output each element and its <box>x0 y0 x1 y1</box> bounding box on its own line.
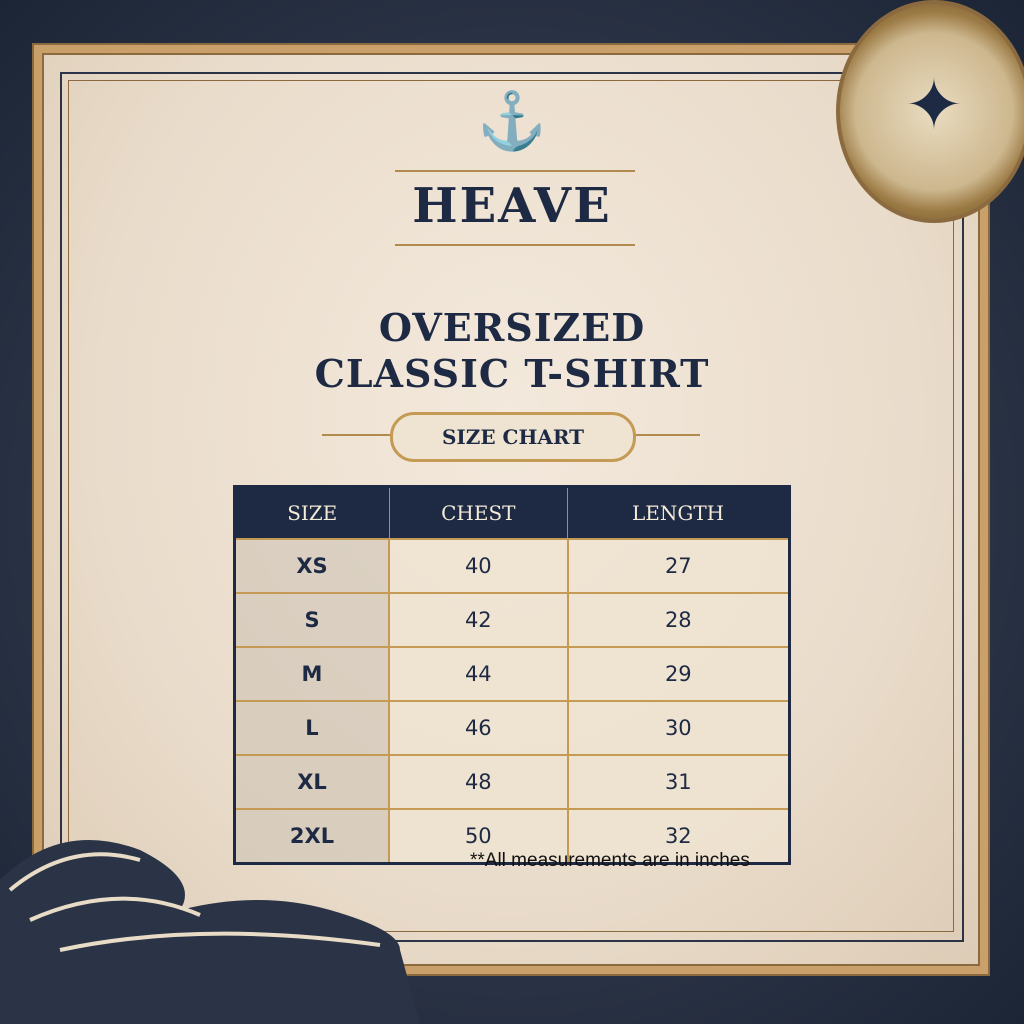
cell-length: 32 <box>566 808 791 865</box>
cell-size: XL <box>233 754 390 810</box>
divider <box>632 434 700 436</box>
header-chest: CHEST <box>388 486 569 540</box>
cell-length: 30 <box>566 700 791 756</box>
cell-length: 27 <box>566 538 791 594</box>
cell-chest: 40 <box>388 538 569 594</box>
cell-chest: 46 <box>388 700 569 756</box>
cell-size: M <box>233 646 390 702</box>
table-header-row: SIZE CHEST LENGTH <box>234 486 790 540</box>
table-row: 2XL 50 32 <box>233 808 791 865</box>
cell-chest: 42 <box>388 592 569 648</box>
table-row: M 44 29 <box>233 646 791 702</box>
size-table: SIZE CHEST LENGTH XS 40 27 S 42 28 M 44 29 L 46 30 X… <box>233 485 791 865</box>
brand-name: HEAVE <box>412 178 612 234</box>
cell-size: L <box>233 700 390 756</box>
header-length: LENGTH <box>567 486 790 540</box>
cell-length: 31 <box>566 754 791 810</box>
frame-line <box>60 72 964 942</box>
product-title-line1: OVERSIZED <box>378 305 646 350</box>
header-size: SIZE <box>234 486 390 540</box>
anchor-icon: ⚓ <box>477 89 547 154</box>
compass-icon: ✦ <box>836 0 1024 223</box>
table-row: XS 40 27 <box>233 538 791 594</box>
divider <box>322 434 390 436</box>
divider <box>395 170 635 172</box>
cell-chest: 44 <box>388 646 569 702</box>
measurement-note: **All measurements are in inches <box>470 850 750 871</box>
size-chart-badge: SIZE CHART <box>390 412 636 462</box>
cell-chest: 50 <box>388 808 569 865</box>
cell-length: 29 <box>566 646 791 702</box>
cell-size: S <box>233 592 390 648</box>
table-row: S 42 28 <box>233 592 791 648</box>
wave-icon <box>0 840 420 1024</box>
product-title: OVERSIZED CLASSIC T-SHIRT <box>0 305 1024 397</box>
cell-length: 28 <box>566 592 791 648</box>
table-row: XL 48 31 <box>233 754 791 810</box>
product-title-line2: CLASSIC T-SHIRT <box>314 351 710 396</box>
frame-line-inner <box>68 80 954 932</box>
cell-chest: 48 <box>388 754 569 810</box>
divider <box>395 244 635 246</box>
cell-size: 2XL <box>233 808 390 865</box>
table-row: L 46 30 <box>233 700 791 756</box>
cell-size: XS <box>233 538 390 594</box>
rope-frame <box>34 45 988 974</box>
